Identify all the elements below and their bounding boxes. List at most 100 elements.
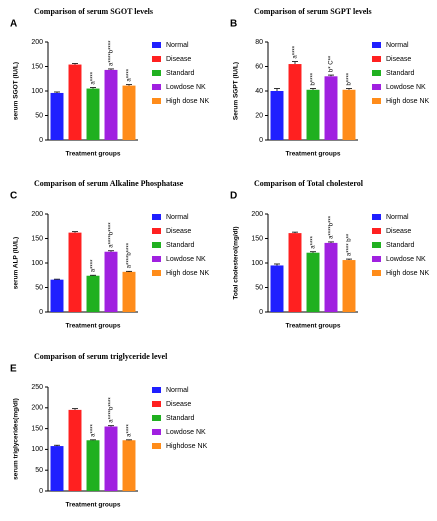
y-tick-label: 200	[31, 211, 43, 218]
legend-swatch	[372, 70, 381, 76]
legend-label: Disease	[166, 401, 191, 408]
legend-label: Normal	[386, 42, 409, 49]
y-tick-label: 100	[31, 88, 43, 95]
bar	[342, 260, 356, 312]
y-tick-label: 100	[251, 260, 263, 267]
bar	[288, 233, 302, 312]
y-tick-label: 50	[35, 467, 43, 474]
legend-swatch	[152, 443, 161, 449]
chart-panel: E Comparison of serum triglyceride level s…	[10, 352, 208, 509]
chart-title: Comparison of serum SGPT levels	[254, 7, 372, 16]
legend-label: Lowdose NK	[386, 84, 426, 91]
bar	[270, 91, 284, 140]
bar	[104, 69, 118, 140]
y-axis-label: Total cholesterol(mg/dl)	[233, 226, 240, 299]
bar	[270, 265, 284, 312]
y-tick-label: 50	[35, 284, 43, 291]
legend-label: Standard	[386, 242, 415, 249]
y-tick-label: 0	[39, 137, 43, 144]
x-axis-label: Treatment groups	[286, 323, 341, 330]
bar	[50, 92, 64, 140]
bar	[68, 64, 82, 140]
legend-label: Disease	[166, 56, 191, 63]
legend-label: Normal	[386, 214, 409, 221]
y-tick-label: 200	[251, 211, 263, 218]
y-tick-label: 40	[255, 88, 263, 95]
legend-swatch	[372, 98, 381, 104]
legend-label: Lowdose NK	[166, 84, 206, 91]
legend-label: Standard	[166, 242, 195, 249]
legend-swatch	[152, 242, 161, 248]
bar	[342, 89, 356, 140]
significance-label: a****b****	[109, 222, 115, 248]
legend-swatch	[152, 70, 161, 76]
y-tick-label: 150	[31, 235, 43, 242]
legend-label: Disease	[386, 228, 411, 235]
significance-label: a****	[311, 235, 317, 248]
significance-label: a****	[91, 423, 97, 436]
panel-letter: E	[10, 364, 17, 375]
legend-label: Normal	[166, 42, 189, 49]
significance-label: a****b****	[109, 40, 115, 66]
legend-label: High dose NK	[166, 270, 210, 277]
legend-swatch	[372, 56, 381, 62]
y-tick-label: 0	[39, 309, 43, 316]
significance-label: b****	[347, 72, 353, 85]
legend-label: Disease	[386, 56, 411, 63]
significance-label: a****b****	[127, 242, 133, 268]
legend-swatch	[372, 270, 381, 276]
chart-title: Comparison of serum Alkaline Phosphatase	[34, 179, 184, 188]
legend-swatch	[152, 415, 161, 421]
bar	[324, 76, 338, 140]
legend-label: Normal	[166, 214, 189, 221]
y-tick-label: 80	[255, 39, 263, 46]
significance-label: a****b***	[329, 215, 335, 239]
legend-swatch	[152, 228, 161, 234]
legend-label: Standard	[166, 415, 195, 422]
bar	[68, 409, 82, 491]
y-tick-label: 100	[31, 446, 43, 453]
bar	[122, 85, 136, 140]
significance-label: a****	[91, 71, 97, 84]
chart-panel: D Comparison of Total cholesterol Total ch…	[230, 179, 430, 330]
bar	[122, 271, 136, 312]
bar	[104, 251, 118, 312]
legend-swatch	[152, 98, 161, 104]
chart-panel: C Comparison of serum Alkaline Phosphatas…	[10, 179, 210, 330]
y-tick-label: 200	[31, 39, 43, 46]
significance-label: a****	[127, 68, 133, 81]
y-tick-label: 50	[35, 112, 43, 119]
significance-label: b* C**	[329, 55, 335, 72]
significance-label: a****b****	[109, 397, 115, 423]
x-axis-label: Treatment groups	[66, 323, 121, 330]
y-tick-label: 50	[255, 284, 263, 291]
legend-label: High dose NK	[386, 98, 430, 105]
bar	[306, 89, 320, 140]
legend-swatch	[372, 214, 381, 220]
panel-letter: B	[230, 19, 237, 30]
significance-label: b****	[311, 72, 317, 85]
significance-label: a**** b**	[347, 233, 353, 256]
chart-panel: A Comparison of serum SGOT levels serum SG…	[10, 7, 210, 158]
bar	[86, 275, 100, 312]
legend-label: Standard	[166, 70, 195, 77]
significance-label: a****	[293, 45, 299, 58]
y-axis-label: serum SGOT (IU/L)	[13, 62, 20, 120]
panel-letter: C	[10, 191, 17, 202]
x-axis-label: Treatment groups	[66, 502, 121, 509]
chart-title: Comparison of serum triglyceride level	[34, 352, 168, 361]
bar	[86, 440, 100, 491]
legend-swatch	[152, 56, 161, 62]
bar	[68, 232, 82, 312]
y-tick-label: 150	[31, 425, 43, 432]
bar	[324, 242, 338, 312]
legend-swatch	[372, 42, 381, 48]
legend-swatch	[152, 387, 161, 393]
bar	[50, 279, 64, 312]
legend-label: Disease	[166, 228, 191, 235]
chart-title: Comparison of Total cholesterol	[254, 179, 364, 188]
legend-label: Lowdose NK	[166, 429, 206, 436]
y-axis-label: Serum SGPT (IU/L)	[233, 62, 240, 120]
x-axis-label: Treatment groups	[286, 151, 341, 158]
y-axis-label: serum ALP (IU/L)	[13, 237, 20, 289]
